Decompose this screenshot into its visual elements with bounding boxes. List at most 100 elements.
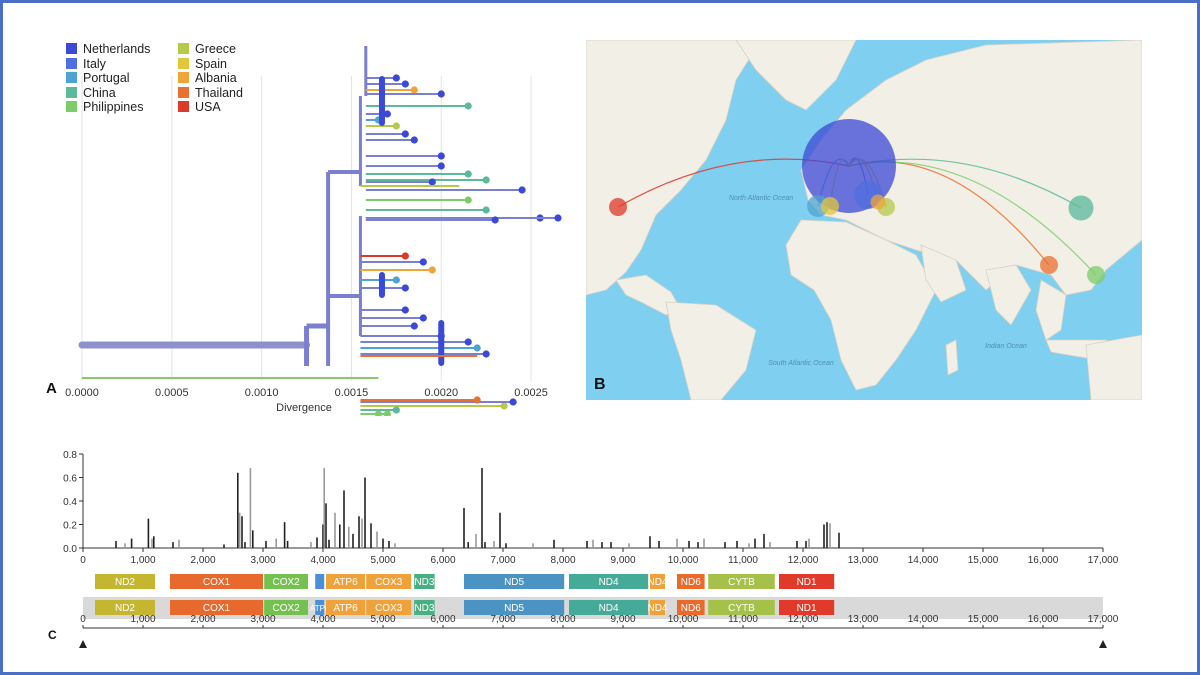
diversity-bar bbox=[275, 538, 277, 548]
gene-label: CYTB bbox=[728, 603, 755, 614]
tree-tip bbox=[437, 90, 445, 98]
tree-tip bbox=[464, 196, 472, 204]
gene-block bbox=[708, 574, 775, 589]
x-tick-label: 9,000 bbox=[610, 555, 635, 566]
gene-block bbox=[569, 600, 649, 615]
tip-cluster bbox=[438, 320, 445, 366]
x-tick-label: 6,000 bbox=[430, 555, 455, 566]
diversity-bar bbox=[283, 522, 286, 548]
diversity-bar bbox=[484, 542, 486, 548]
x-tick-label: 12,000 bbox=[788, 555, 819, 566]
gene-label: COX1 bbox=[203, 603, 231, 614]
map-panel[interactable]: North Atlantic Ocean South Atlantic Ocean… bbox=[586, 40, 1142, 400]
diversity-bar bbox=[493, 540, 495, 548]
world-map[interactable]: North Atlantic Ocean South Atlantic Ocean… bbox=[586, 40, 1142, 400]
diversity-bar bbox=[505, 543, 507, 548]
gene-block bbox=[170, 574, 263, 589]
diversity-bar bbox=[361, 518, 363, 548]
tree-tip bbox=[482, 350, 490, 358]
legend-swatch bbox=[66, 101, 77, 112]
gene-label: ND1 bbox=[797, 603, 817, 614]
diversity-bar bbox=[748, 543, 750, 548]
diversity-bar bbox=[463, 508, 465, 548]
diversity-bar bbox=[829, 523, 831, 548]
ruler-tick-label: 11,000 bbox=[728, 614, 758, 625]
ruler-tick-label: 13,000 bbox=[848, 614, 879, 625]
diversity-bar bbox=[697, 542, 699, 548]
gene-block bbox=[95, 574, 155, 589]
x-tick-label: 10,000 bbox=[668, 555, 699, 566]
diversity-bar bbox=[147, 518, 150, 548]
tree-tip bbox=[401, 284, 409, 292]
gene-label: ND4 bbox=[647, 603, 667, 614]
legend-label: Thailand bbox=[195, 85, 243, 100]
location-bubble bbox=[870, 194, 886, 210]
tree-tip bbox=[374, 410, 382, 418]
x-tick-label: 13,000 bbox=[848, 555, 879, 566]
tree-tip bbox=[437, 152, 445, 160]
ruler-tick-label: 15,000 bbox=[968, 614, 999, 625]
diversity-bar bbox=[688, 540, 690, 548]
legend-label: Greece bbox=[195, 42, 236, 56]
legend-swatch bbox=[66, 43, 77, 54]
y-tick-label: 0.0 bbox=[63, 544, 77, 555]
gene-block bbox=[708, 600, 775, 615]
tree-tip bbox=[401, 252, 409, 260]
ruler-tick-label: 1,000 bbox=[130, 614, 155, 625]
diversity-bar bbox=[763, 533, 765, 548]
diversity-bar bbox=[676, 538, 678, 548]
diversity-bar bbox=[352, 533, 354, 548]
tree-tip bbox=[392, 406, 400, 414]
panel-letter-a: A bbox=[46, 380, 57, 397]
tree-tip bbox=[410, 86, 418, 94]
gene-label: CYTB bbox=[728, 577, 755, 588]
gene-block bbox=[464, 600, 565, 615]
tree-tip bbox=[464, 338, 472, 346]
diversity-bar bbox=[334, 512, 336, 548]
ruler-tick-label: 10,000 bbox=[668, 614, 699, 625]
diversity-bar bbox=[286, 540, 289, 548]
legend-item: Albania bbox=[178, 71, 243, 86]
range-handle-left-icon bbox=[79, 640, 87, 648]
diversity-bar bbox=[310, 542, 312, 548]
diversity-bar bbox=[532, 543, 534, 548]
tree-chart: 0.0000 0.0005 0.0010 0.0015 0.0020 0.0025 Dive… bbox=[65, 46, 562, 418]
tip-cluster bbox=[378, 272, 385, 298]
tree-tip bbox=[428, 178, 436, 186]
gene-block bbox=[315, 574, 325, 589]
gene-block bbox=[779, 600, 835, 615]
diversity-bar bbox=[151, 538, 153, 548]
legend-swatch bbox=[178, 43, 189, 54]
x-tick-label: 0.0015 bbox=[335, 387, 369, 399]
diversity-bar bbox=[808, 538, 810, 548]
diversity-bar bbox=[178, 539, 180, 548]
gene-label: ND6 bbox=[681, 577, 701, 588]
y-tick-label: 0.8 bbox=[63, 450, 77, 461]
gene-label: ND2 bbox=[115, 577, 135, 588]
diversity-bar bbox=[364, 477, 366, 548]
y-tick-label: 0.2 bbox=[63, 521, 77, 532]
gene-label: COX2 bbox=[272, 603, 300, 614]
diversity-bar bbox=[467, 542, 469, 548]
legend-swatch bbox=[66, 72, 77, 83]
madagascar bbox=[945, 339, 959, 376]
location-bubble bbox=[1040, 256, 1058, 274]
x-tick-label: 3,000 bbox=[250, 555, 275, 566]
ruler-tick-label: 3,000 bbox=[250, 614, 275, 625]
australia bbox=[1085, 334, 1142, 400]
gene-block bbox=[414, 574, 435, 589]
x-tick-label: 7,000 bbox=[490, 555, 515, 566]
diversity-bar bbox=[838, 532, 840, 548]
diversity-bar bbox=[481, 468, 483, 548]
gene-block bbox=[464, 574, 565, 589]
diversity-bar bbox=[172, 542, 174, 548]
gene-block bbox=[264, 600, 308, 615]
diversity-bar bbox=[388, 540, 390, 548]
legend-label: China bbox=[83, 85, 116, 100]
legend-item: USA bbox=[178, 100, 243, 115]
diversity-bar bbox=[610, 542, 612, 548]
gene-block bbox=[650, 600, 665, 615]
diversity-bar bbox=[322, 524, 324, 548]
gene-label: ATP6 bbox=[333, 577, 358, 588]
diversity-bar bbox=[316, 537, 318, 548]
